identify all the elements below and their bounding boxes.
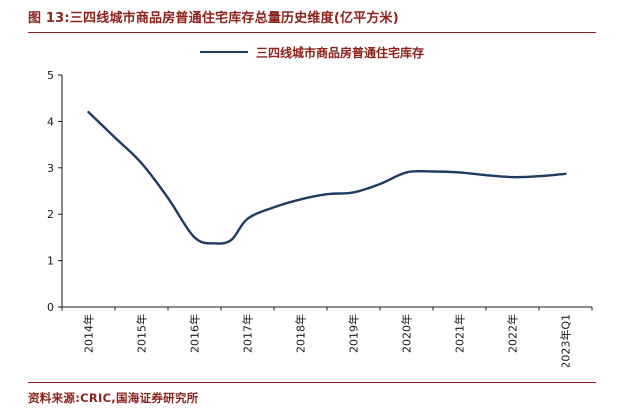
- figure-title: 图 13:三四线城市商品房普通住宅库存总量历史维度(亿平方米): [28, 11, 399, 26]
- x-tick-label: 2014年: [82, 314, 96, 353]
- footer-divider: [28, 382, 596, 383]
- y-tick-label: 1: [47, 255, 54, 268]
- y-tick-label: 3: [47, 162, 54, 175]
- x-tick-label: 2023年Q1: [559, 314, 573, 367]
- y-tick-label: 5: [47, 69, 54, 82]
- y-tick-label: 2: [47, 208, 54, 221]
- series-line: [87, 110, 567, 245]
- line-chart: 0 1 2 3 4 5 2014年 2015年 2016年 2017年 2018年 2019年 2020…: [47, 69, 593, 367]
- x-tick-label: 2015年: [135, 314, 149, 353]
- legend-label: 三四线城市商品房普通住宅库存: [255, 45, 424, 60]
- x-tick-label: 2017年: [241, 314, 255, 353]
- title-divider: [28, 32, 596, 33]
- x-tick-label: 2018年: [294, 314, 308, 353]
- figure-header: 图 13:三四线城市商品房普通住宅库存总量历史维度(亿平方米): [0, 0, 624, 32]
- x-tick-label: 2016年: [188, 314, 202, 353]
- x-tick-label: 2021年: [453, 314, 467, 353]
- x-tick-label: 2022年: [506, 314, 520, 353]
- source-note: 资料来源:CRIC,国海证券研究所: [28, 391, 199, 405]
- chart-legend: 三四线城市商品房普通住宅库存: [0, 43, 624, 61]
- x-tick-label: 2020年: [400, 314, 414, 353]
- x-tick-label: 2019年: [347, 314, 361, 353]
- y-tick-label: 0: [47, 301, 54, 314]
- y-tick-label: 4: [47, 115, 54, 128]
- legend-line-marker: [199, 51, 248, 53]
- figure-footer: 资料来源:CRIC,国海证券研究所: [0, 382, 624, 416]
